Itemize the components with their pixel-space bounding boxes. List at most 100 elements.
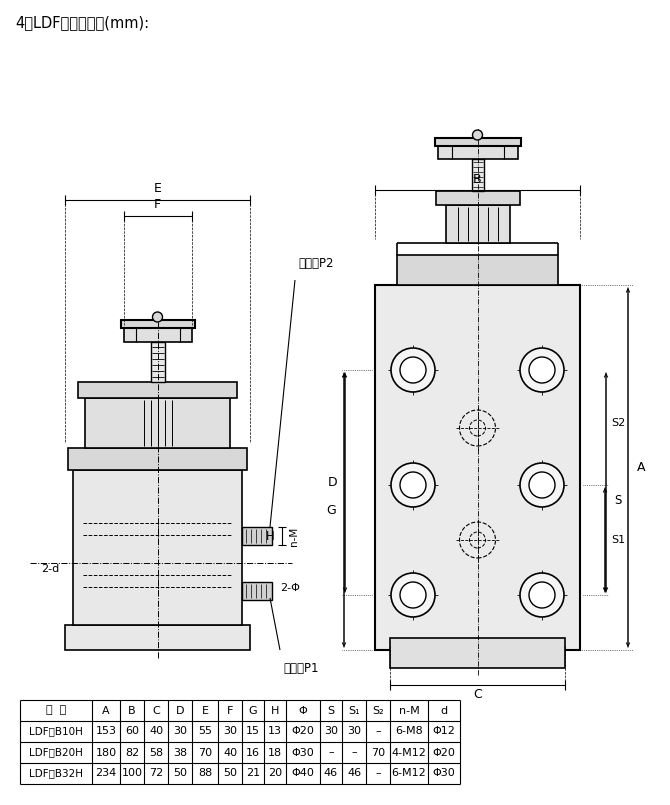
Bar bbox=[68, 448, 247, 470]
Text: 38: 38 bbox=[173, 748, 187, 758]
Text: Φ30: Φ30 bbox=[291, 748, 314, 758]
Text: n-M: n-M bbox=[399, 705, 419, 716]
Text: 21: 21 bbox=[246, 769, 260, 778]
Text: 70: 70 bbox=[198, 748, 212, 758]
Bar bbox=[123, 328, 192, 342]
Text: 出油口P2: 出油口P2 bbox=[298, 257, 334, 270]
Text: LDF－B32H: LDF－B32H bbox=[29, 769, 83, 778]
Text: C: C bbox=[152, 705, 160, 716]
Text: F: F bbox=[227, 705, 233, 716]
Bar bbox=[472, 159, 484, 191]
Text: 18: 18 bbox=[268, 748, 282, 758]
Text: 13: 13 bbox=[268, 726, 282, 737]
Text: LDF－B10H: LDF－B10H bbox=[29, 726, 83, 737]
Text: D: D bbox=[328, 476, 338, 489]
Text: 30: 30 bbox=[347, 726, 361, 737]
Text: D: D bbox=[176, 705, 184, 716]
Text: d: d bbox=[440, 705, 448, 716]
Text: 58: 58 bbox=[149, 748, 163, 758]
Text: 20: 20 bbox=[268, 769, 282, 778]
Text: –: – bbox=[375, 769, 381, 778]
Text: B: B bbox=[128, 705, 136, 716]
Text: n-M: n-M bbox=[289, 526, 299, 546]
Text: 234: 234 bbox=[95, 769, 117, 778]
Text: 46: 46 bbox=[347, 769, 361, 778]
Text: 180: 180 bbox=[95, 748, 117, 758]
Text: F: F bbox=[154, 197, 161, 210]
Text: –: – bbox=[328, 748, 334, 758]
Text: 50: 50 bbox=[173, 769, 187, 778]
Bar bbox=[390, 638, 565, 668]
Text: S₂: S₂ bbox=[373, 705, 384, 716]
Circle shape bbox=[520, 463, 564, 507]
Text: G: G bbox=[326, 503, 336, 517]
Circle shape bbox=[472, 130, 482, 140]
Text: 40: 40 bbox=[149, 726, 163, 737]
Text: 4、LDF型板式连接(mm):: 4、LDF型板式连接(mm): bbox=[15, 15, 149, 30]
Bar bbox=[242, 527, 272, 545]
Circle shape bbox=[400, 357, 426, 383]
Bar bbox=[375, 285, 580, 650]
Bar bbox=[397, 255, 558, 285]
Circle shape bbox=[400, 582, 426, 608]
Text: Φ: Φ bbox=[299, 705, 308, 716]
Text: A: A bbox=[636, 461, 645, 474]
Text: 60: 60 bbox=[125, 726, 139, 737]
Bar bbox=[435, 138, 521, 146]
Text: 55: 55 bbox=[198, 726, 212, 737]
Text: 88: 88 bbox=[198, 769, 212, 778]
Text: 2-Φ: 2-Φ bbox=[280, 583, 300, 593]
Text: B: B bbox=[473, 172, 482, 185]
Bar bbox=[121, 320, 194, 328]
Text: 100: 100 bbox=[121, 769, 143, 778]
Text: Φ40: Φ40 bbox=[291, 769, 314, 778]
Text: –: – bbox=[375, 726, 381, 737]
Text: 153: 153 bbox=[96, 726, 117, 737]
Text: C: C bbox=[473, 688, 482, 701]
Text: 6-M12: 6-M12 bbox=[392, 769, 426, 778]
Text: 40: 40 bbox=[223, 748, 237, 758]
Text: LDF－B20H: LDF－B20H bbox=[29, 748, 83, 758]
Text: 82: 82 bbox=[125, 748, 139, 758]
Text: Φ30: Φ30 bbox=[433, 769, 456, 778]
Text: 进油口P1: 进油口P1 bbox=[283, 662, 318, 675]
Text: 70: 70 bbox=[371, 748, 385, 758]
Bar bbox=[151, 342, 165, 382]
Text: 16: 16 bbox=[246, 748, 260, 758]
Text: 50: 50 bbox=[223, 769, 237, 778]
Text: 30: 30 bbox=[173, 726, 187, 737]
Text: S: S bbox=[614, 494, 622, 507]
Bar bbox=[65, 625, 250, 650]
Circle shape bbox=[520, 348, 564, 392]
Text: 6-M8: 6-M8 bbox=[395, 726, 423, 737]
Text: –: – bbox=[351, 748, 357, 758]
Text: E: E bbox=[153, 181, 161, 195]
Text: 4-M12: 4-M12 bbox=[391, 748, 426, 758]
Bar bbox=[436, 191, 519, 205]
Text: Φ12: Φ12 bbox=[433, 726, 456, 737]
Text: S2: S2 bbox=[611, 418, 625, 427]
Circle shape bbox=[153, 312, 163, 322]
Circle shape bbox=[400, 472, 426, 498]
Text: A: A bbox=[103, 705, 110, 716]
Text: 15: 15 bbox=[246, 726, 260, 737]
Text: S₁: S₁ bbox=[348, 705, 360, 716]
Circle shape bbox=[520, 573, 564, 617]
Text: 72: 72 bbox=[149, 769, 163, 778]
Text: S: S bbox=[328, 705, 334, 716]
Circle shape bbox=[529, 472, 555, 498]
Bar bbox=[85, 398, 230, 448]
Bar bbox=[242, 582, 272, 600]
Text: E: E bbox=[202, 705, 208, 716]
Bar bbox=[438, 146, 517, 159]
Text: 2-d: 2-d bbox=[41, 564, 59, 574]
Text: H: H bbox=[265, 530, 275, 543]
Text: G: G bbox=[249, 705, 257, 716]
Text: 型  号: 型 号 bbox=[46, 705, 66, 716]
Text: Φ20: Φ20 bbox=[291, 726, 314, 737]
Text: S1: S1 bbox=[611, 535, 625, 545]
Circle shape bbox=[529, 582, 555, 608]
Text: 30: 30 bbox=[324, 726, 338, 737]
Text: 30: 30 bbox=[223, 726, 237, 737]
Text: Φ20: Φ20 bbox=[433, 748, 456, 758]
